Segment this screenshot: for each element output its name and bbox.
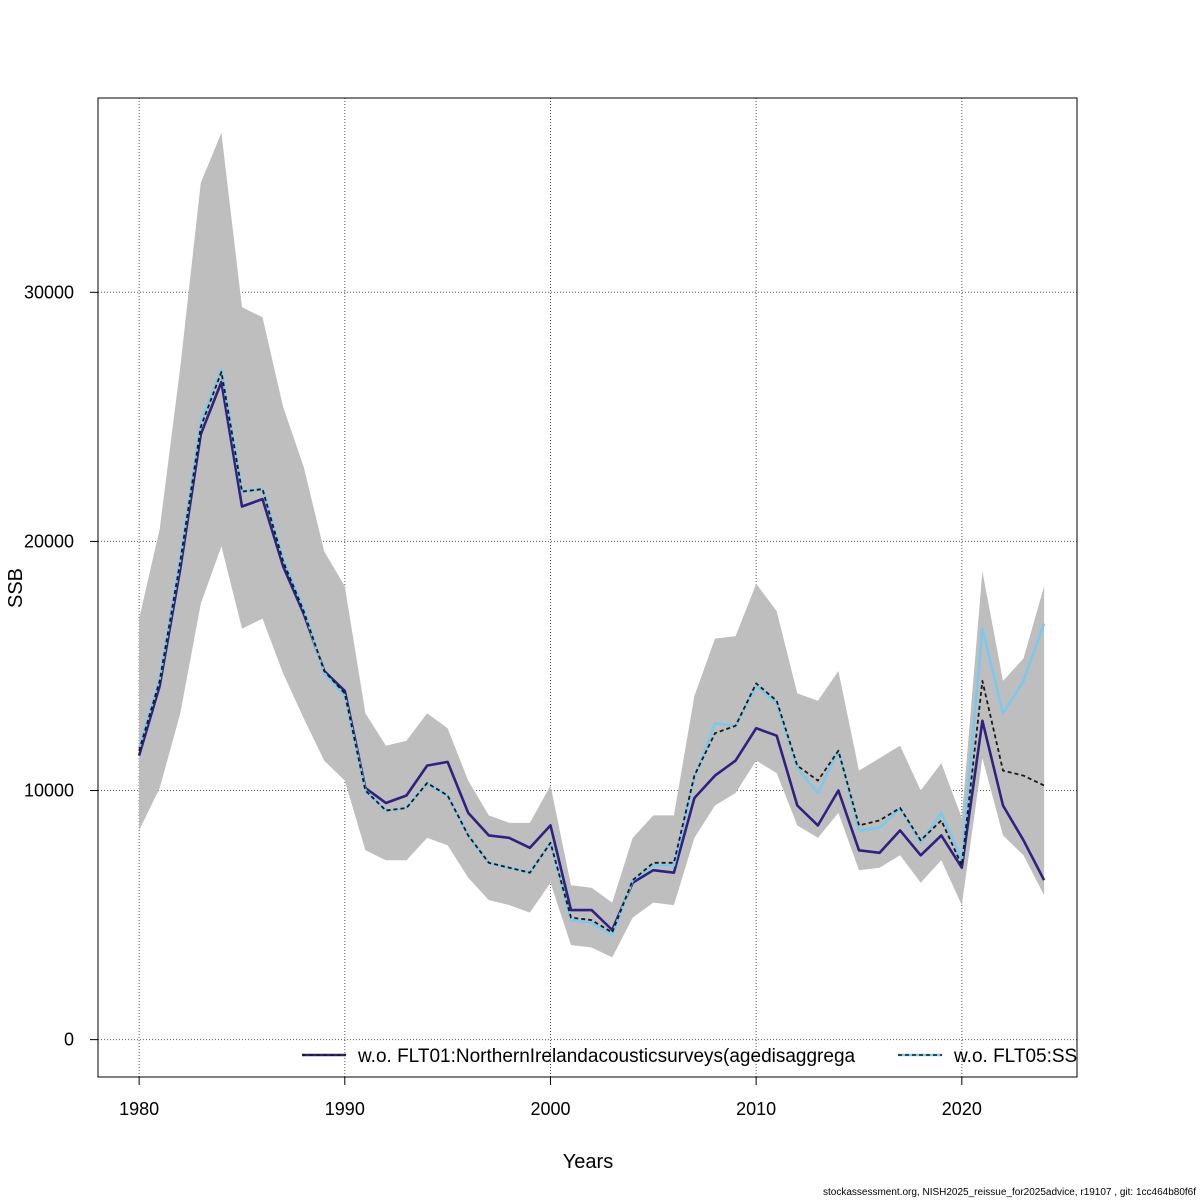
legend: w.o. FLT01:NorthernIrelandacousticsurvey… [302, 1046, 1077, 1067]
plot-frame [97, 97, 1078, 1078]
y-axis-title: SSB [5, 568, 27, 608]
y-tick-label: 30000 [24, 282, 74, 302]
footer-credit: stockassessment.org, NISH2025_reissue_fo… [823, 1187, 1196, 1198]
x-tick-label: 2010 [736, 1099, 776, 1119]
x-axis-title: Years [563, 1151, 613, 1173]
x-tick-label: 1980 [119, 1099, 159, 1119]
x-tick-label: 1990 [325, 1099, 365, 1119]
series-line-1 [137, 368, 1046, 937]
series-line-2 [138, 371, 1045, 934]
series-layer [137, 368, 1046, 937]
confidence-band-layer [139, 132, 1045, 958]
series-line-0 [137, 380, 1046, 932]
legend-label: w.o. FLT05:SS [953, 1046, 1077, 1067]
x-tick-label: 2020 [942, 1099, 982, 1119]
y-tick-label: 10000 [24, 781, 74, 801]
x-tick-label: 2000 [530, 1099, 570, 1119]
axes: 1980 1990 2000 2010 2020 0 10000 20000 30000 [24, 282, 982, 1119]
y-tick-label: 20000 [24, 531, 74, 551]
confidence-band [139, 132, 1045, 958]
legend-label: w.o. FLT01:NorthernIrelandacousticsurvey… [357, 1046, 856, 1067]
y-tick-label: 0 [64, 1030, 74, 1050]
